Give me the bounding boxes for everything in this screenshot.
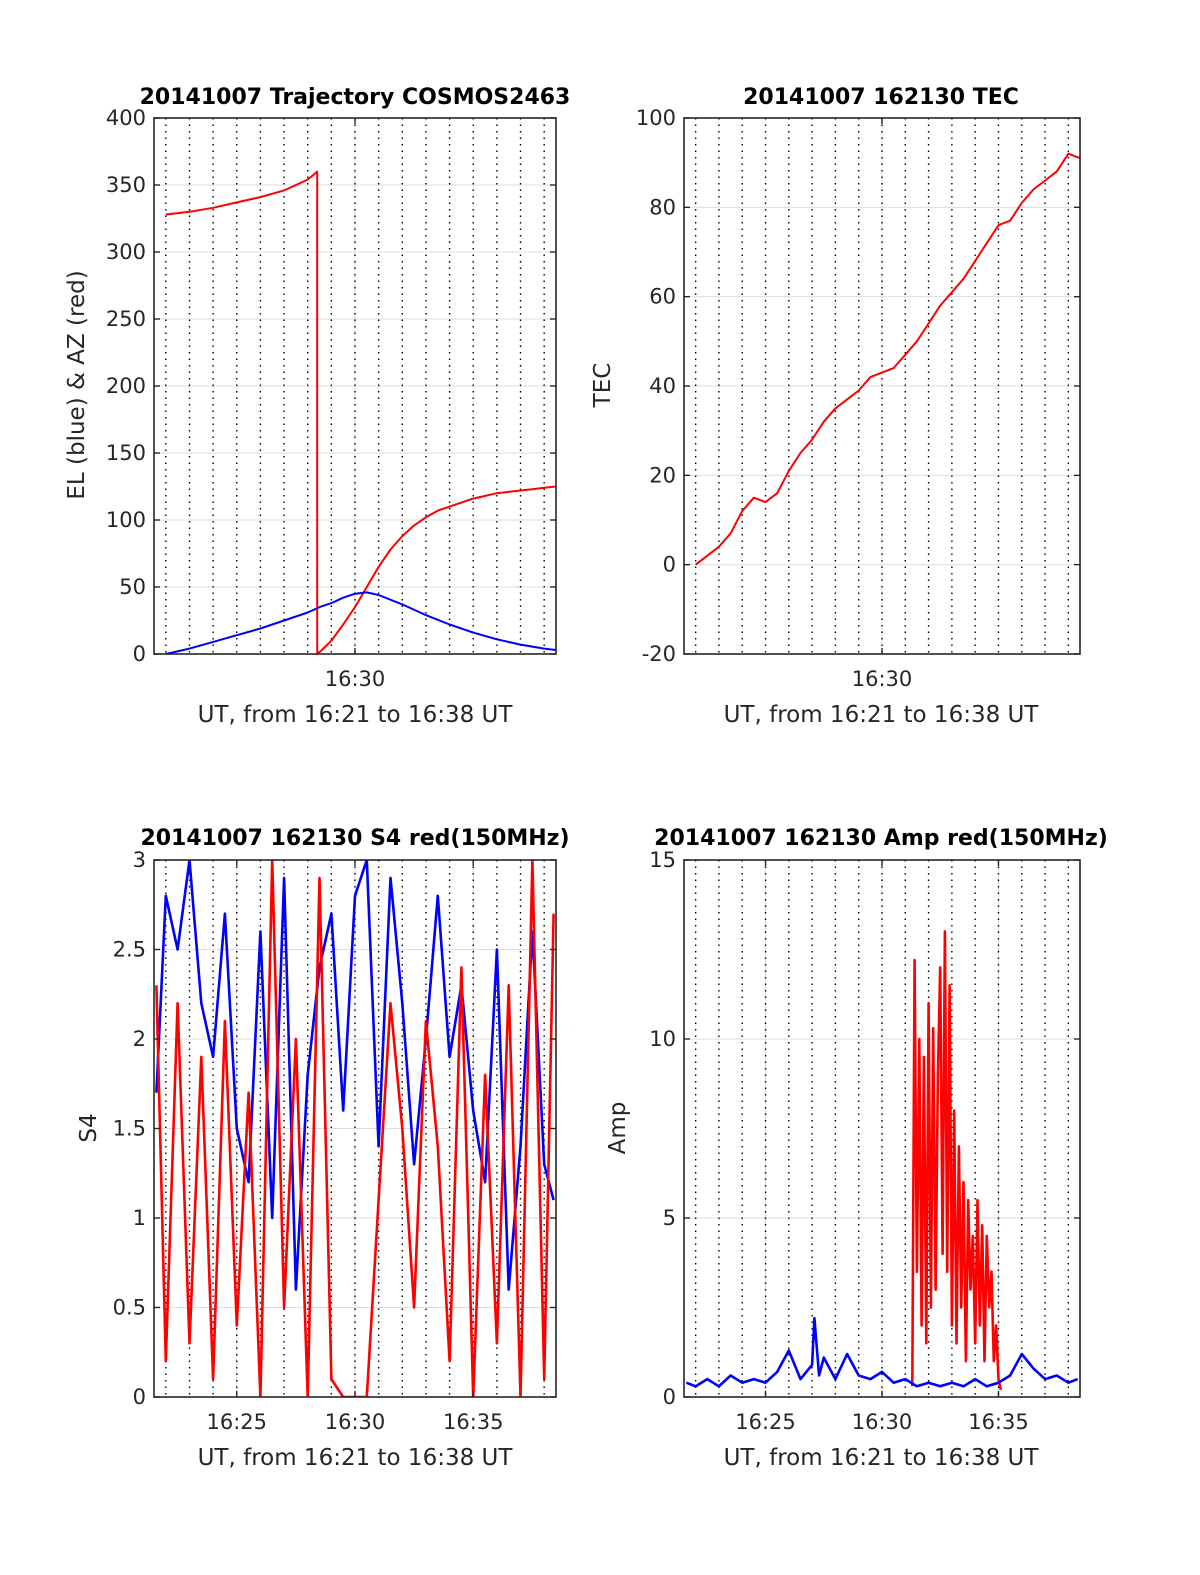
panel-tec-ylabel: TEC — [590, 363, 616, 409]
panel-trajectory-ytick-label: 100 — [106, 508, 146, 532]
panel-tec-ytick-label: -20 — [642, 642, 676, 666]
panel-amp-series-red — [911, 930, 1003, 1391]
panel-tec-ytick-label: 20 — [649, 463, 676, 487]
panel-s4: 20141007 162130 S4 red(150MHz) UT, from … — [76, 826, 570, 1471]
panel-s4-series-group — [155, 860, 555, 1397]
panel-trajectory-xtick-label: 16:30 — [325, 667, 386, 691]
panel-trajectory-ytick-label: 350 — [106, 173, 146, 197]
panel-s4-ytick-label: 3 — [133, 848, 146, 872]
panel-s4-xtick-label: 16:25 — [206, 1410, 267, 1434]
panel-tec-ytick-label: 40 — [649, 374, 676, 398]
panel-tec: 20141007 162130 TEC UT, from 16:21 to 16… — [590, 85, 1039, 728]
panel-s4-series-red — [155, 860, 555, 1397]
panel-tec-ytick-label: 80 — [649, 195, 676, 219]
panel-s4-xlabel: UT, from 16:21 to 16:38 UT — [198, 1445, 514, 1471]
panel-tec-xtick-label: 16:30 — [852, 667, 913, 691]
panel-s4-series-blue — [155, 860, 555, 1291]
panel-amp-ytick-label: 0 — [663, 1385, 676, 1409]
panel-tec-series-red — [694, 152, 1080, 566]
panel-amp-series-blue — [685, 1316, 1079, 1388]
panel-trajectory-ytick-label: 200 — [106, 374, 146, 398]
panel-amp: 20141007 162130 Amp red(150MHz) UT, from… — [605, 826, 1108, 1471]
panel-amp-xtick-label: 16:30 — [852, 1410, 913, 1434]
panel-tec-ytick-label: 100 — [636, 106, 676, 130]
panel-s4-ytick-label: 1.5 — [113, 1117, 146, 1141]
panel-trajectory-series-blue — [165, 591, 556, 654]
panel-tec-plot: -20 0 20 40 60 80 100 16:30 — [636, 106, 1081, 691]
panel-tec-ytick-label: 60 — [649, 285, 676, 309]
panel-amp-title: 20141007 162130 Amp red(150MHz) — [654, 826, 1108, 851]
panel-tec-xlabel: UT, from 16:21 to 16:38 UT — [724, 702, 1040, 728]
panel-trajectory-ytick-label: 250 — [106, 307, 146, 331]
panel-amp-xtick-label: 16:35 — [968, 1410, 1029, 1434]
panel-amp-ytick-label: 5 — [663, 1206, 676, 1230]
panel-trajectory-ylabel: EL (blue) & AZ (red) — [64, 270, 90, 499]
panel-s4-ytick-label: 0 — [133, 1385, 146, 1409]
panel-amp-xlabel: UT, from 16:21 to 16:38 UT — [724, 1445, 1040, 1471]
panel-amp-series-group — [685, 930, 1079, 1391]
panel-amp-ytick-label: 10 — [649, 1027, 676, 1051]
panel-trajectory-ytick-label: 0 — [133, 642, 146, 666]
panel-amp-ytick-label: 15 — [649, 848, 676, 872]
panel-s4-ytick-label: 0.5 — [113, 1296, 146, 1320]
panel-s4-xtick-label: 16:30 — [325, 1410, 386, 1434]
panel-s4-title: 20141007 162130 S4 red(150MHz) — [140, 826, 569, 851]
panel-trajectory-ytick-label: 400 — [106, 106, 146, 130]
panel-s4-xtick-label: 16:35 — [443, 1410, 504, 1434]
panel-s4-ytick-label: 2.5 — [113, 938, 146, 962]
panel-amp-plot: 0 5 10 15 16:25 16:30 16:35 — [649, 848, 1081, 1434]
panel-tec-series-group — [694, 152, 1080, 566]
panel-trajectory-ytick-label: 300 — [106, 240, 146, 264]
panel-tec-title: 20141007 162130 TEC — [743, 85, 1019, 110]
panel-trajectory-series-red — [165, 170, 556, 654]
panel-s4-plot: 0 0.5 1 1.5 2 2.5 3 16:25 16:30 16:35 — [113, 848, 557, 1434]
panel-amp-xtick-label: 16:25 — [735, 1410, 796, 1434]
panel-trajectory-series-group — [165, 170, 556, 654]
panel-s4-ytick-label: 2 — [133, 1027, 146, 1051]
panel-s4-ylabel: S4 — [76, 1113, 102, 1142]
panel-trajectory-ytick-label: 150 — [106, 441, 146, 465]
panel-trajectory: 20141007 Trajectory COSMOS2463 UT, from … — [64, 85, 570, 728]
panel-tec-ytick-label: 0 — [663, 553, 676, 577]
panel-s4-ytick-label: 1 — [133, 1206, 146, 1230]
panel-trajectory-xlabel: UT, from 16:21 to 16:38 UT — [198, 702, 514, 728]
panel-trajectory-plot: 0 50 100 150 200 250 300 350 400 16:30 — [106, 106, 557, 691]
panel-amp-ylabel: Amp — [605, 1102, 631, 1155]
panel-trajectory-ytick-label: 50 — [119, 575, 146, 599]
panel-trajectory-title: 20141007 Trajectory COSMOS2463 — [140, 85, 571, 110]
